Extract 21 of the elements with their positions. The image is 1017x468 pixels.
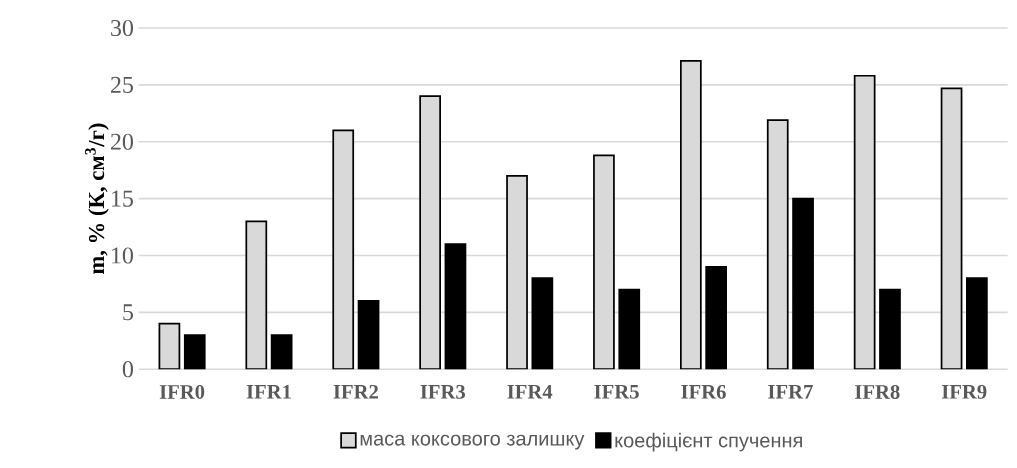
x-tick-label: IFR5	[594, 385, 639, 399]
y-tick-label: 15	[112, 190, 133, 207]
legend-label: коефіцієнт спучення	[615, 432, 802, 452]
y-tick-label: 20	[110, 133, 133, 150]
x-tick-label: IFR3	[420, 385, 466, 399]
x-tick-label: IFR1	[246, 385, 291, 399]
x-tick-label: IFR7	[768, 385, 813, 399]
y-tick-label: 5	[123, 304, 133, 321]
y-tick-label: 10	[112, 247, 133, 264]
x-tick-label: IFR2	[333, 385, 378, 399]
y-tick-label: 25	[110, 76, 133, 93]
x-tick-label: IFR9	[941, 385, 987, 399]
x-tick-label: IFR0	[159, 385, 205, 399]
bar	[158, 322, 181, 370]
x-tick-label: IFR8	[855, 385, 900, 399]
y-axis-title: m, % (К, см$^{3}$/г)	[85, 123, 109, 275]
x-tick-label: IFR6	[681, 385, 726, 399]
x-tick-label: IFR4	[507, 385, 553, 399]
y-tick-label: 30	[111, 19, 133, 37]
y-tick-label: 0	[122, 361, 133, 378]
legend-label: маса коксового залишку	[360, 434, 585, 450]
